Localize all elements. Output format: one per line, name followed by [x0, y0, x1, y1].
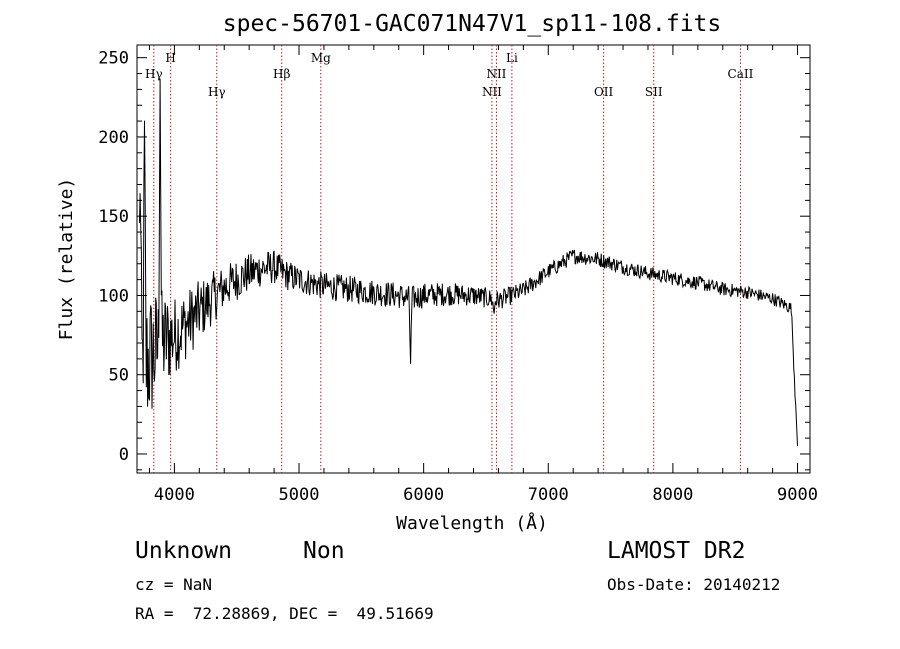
- line-marker-label: SII: [645, 85, 663, 99]
- x-tick-label: 4000: [154, 485, 195, 505]
- y-tick-label: 200: [98, 128, 129, 148]
- object-subclass: Non: [303, 538, 345, 564]
- y-tick-label: 100: [98, 286, 129, 306]
- line-marker-label: NII: [482, 85, 502, 99]
- y-axis-label: Flux (relative): [56, 178, 77, 341]
- line-marker-label: CaII: [728, 67, 754, 81]
- line-marker-label: OII: [594, 85, 614, 99]
- line-marker-label: Li: [506, 51, 518, 65]
- line-marker-label: Mg: [311, 51, 331, 65]
- chart-title: spec-56701-GAC071N47V1_sp11-108.fits: [223, 11, 722, 37]
- line-marker-label: Hγ: [145, 67, 163, 81]
- x-axis-label: Wavelength (Å): [396, 512, 548, 534]
- axes: 4000 5000 6000 7000 8000 9000 0 50 100 150 200 250: [98, 45, 818, 505]
- x-tick-label: 8000: [652, 485, 693, 505]
- survey-name: LAMOST DR2: [607, 538, 746, 564]
- x-tick-label: 5000: [279, 485, 320, 505]
- y-tick-label: 250: [98, 49, 129, 69]
- line-marker-label: Hβ: [273, 67, 290, 81]
- y-tick-label: 50: [109, 366, 129, 386]
- y-tick-label: 0: [119, 445, 129, 465]
- spectrum-series: [139, 78, 798, 447]
- line-marker-label: Hγ: [208, 85, 226, 99]
- y-tick-label: 150: [98, 207, 129, 227]
- x-tick-label: 6000: [403, 485, 444, 505]
- line-marker-label: H: [165, 51, 175, 65]
- spectrum-line: [139, 78, 798, 447]
- plot-frame: [136, 44, 811, 474]
- coordinates: RA = 72.28869, DEC = 49.51669: [135, 604, 434, 623]
- object-class: Unknown: [135, 538, 232, 564]
- line-marker-label: NII: [486, 67, 506, 81]
- observation-date: Obs-Date: 20140212: [607, 575, 781, 594]
- x-tick-label: 9000: [777, 485, 818, 505]
- x-tick-label: 7000: [528, 485, 569, 505]
- redshift-value: cz = NaN: [135, 575, 213, 594]
